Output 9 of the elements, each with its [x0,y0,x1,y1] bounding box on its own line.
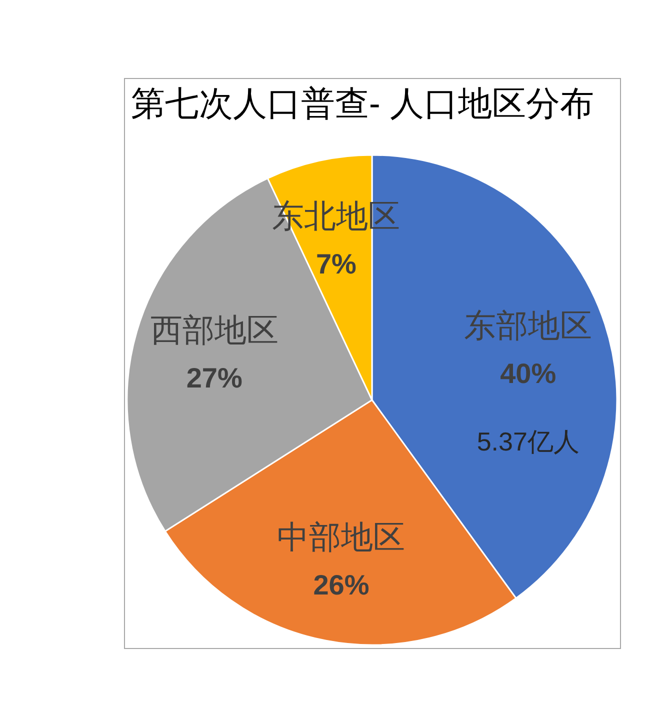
chart-title: 第七次人口普查- 人口地区分布 [131,85,594,123]
slice-label: 西部地区 [150,312,278,348]
slice-label: 东部地区 [464,307,592,344]
data-label: 40% [500,358,556,389]
text: 5.37亿人 [476,426,580,456]
data-label: 7% [316,248,357,280]
data-label: 27% [186,362,242,394]
data-label: 26% [313,570,370,601]
slice-label: 中部地区 [277,519,406,556]
